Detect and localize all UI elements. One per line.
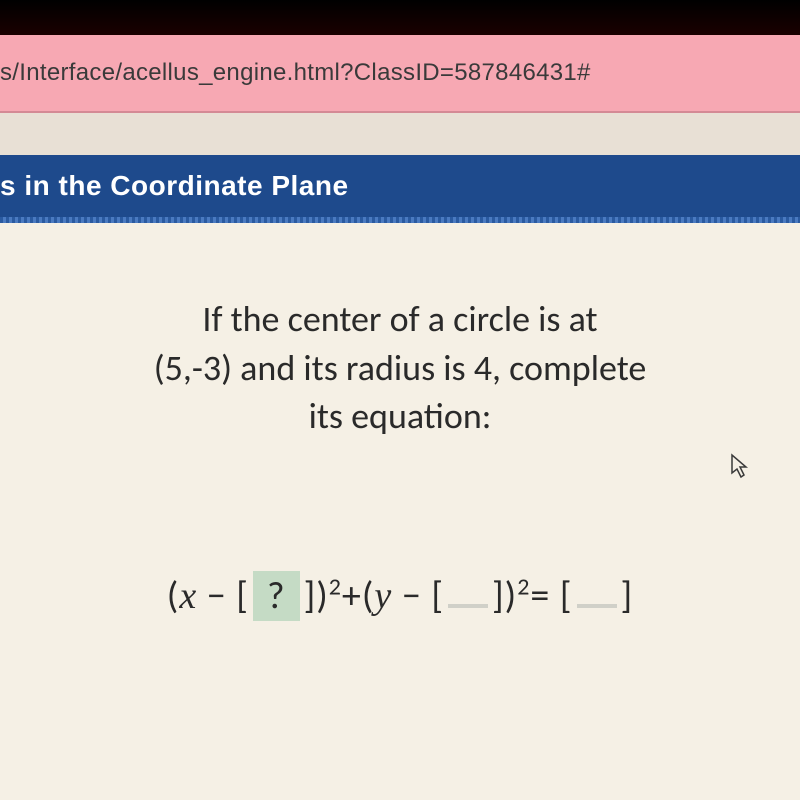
equation-exponent-2: 2: [517, 572, 530, 601]
blank-input-3[interactable]: [577, 604, 617, 608]
problem-line-3: its equation:: [40, 392, 760, 441]
equation-var-y: y: [374, 575, 392, 617]
blank-input-2[interactable]: [448, 604, 488, 608]
problem-line-2: (5,-3) and its radius is 4, complete: [40, 344, 760, 393]
window-top-bar: [0, 0, 800, 35]
equation-close-bracket-3: ]: [621, 573, 634, 619]
problem-statement: If the center of a circle is at (5,-3) a…: [40, 295, 760, 441]
equation-close-bracket-2: ]): [492, 573, 517, 619]
lesson-title-bar: s in the Coordinate Plane: [0, 155, 800, 217]
url-text: s/Interface/acellus_engine.html?ClassID=…: [0, 59, 591, 87]
separator-bar: [0, 113, 800, 155]
equation-open-paren-1: (: [167, 573, 180, 619]
lesson-title: s in the Coordinate Plane: [0, 170, 349, 202]
equation-equals: = [: [530, 573, 572, 619]
blank-input-1[interactable]: ?: [253, 571, 300, 621]
equation-plus: +(: [342, 573, 374, 619]
content-area: If the center of a circle is at (5,-3) a…: [0, 223, 800, 800]
equation-exponent-1: 2: [329, 572, 342, 601]
problem-line-1: If the center of a circle is at: [40, 295, 760, 344]
cursor-icon: [730, 453, 750, 486]
browser-url-bar[interactable]: s/Interface/acellus_engine.html?ClassID=…: [0, 35, 800, 113]
equation: (x − [ ? ])2+(y − [ ])2= [ ]: [40, 571, 760, 621]
equation-close-bracket-1: ]): [304, 573, 329, 619]
equation-minus-2: − [: [392, 573, 444, 619]
equation-var-x: x: [179, 575, 197, 617]
equation-minus-1: − [: [197, 573, 249, 619]
